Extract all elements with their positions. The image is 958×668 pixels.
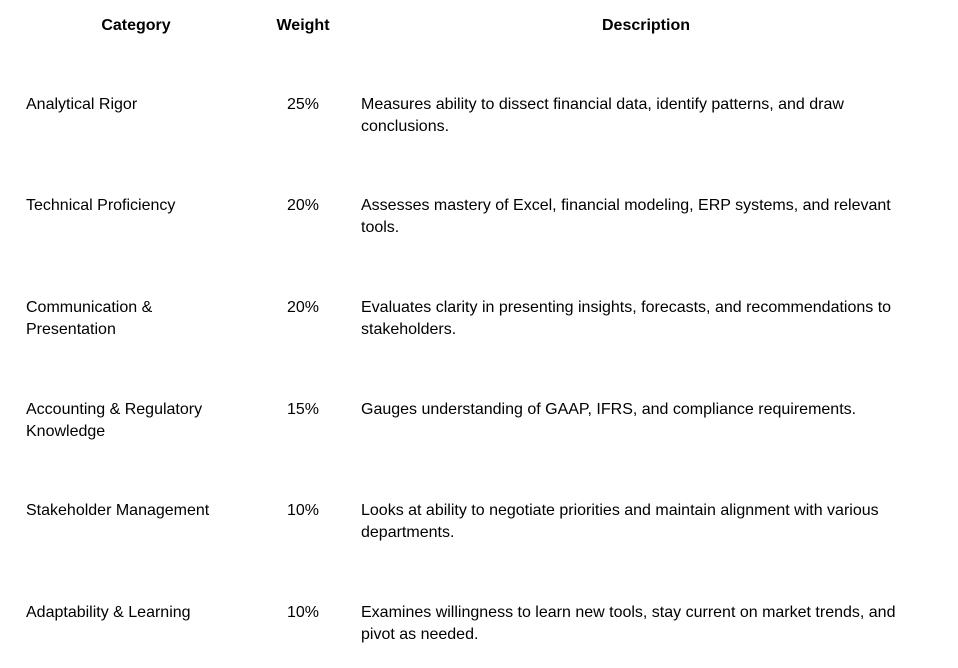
row-description: Assesses mastery of Excel, financial mod… xyxy=(361,197,891,236)
table-row: Stakeholder Management 10% Looks at abil… xyxy=(0,500,958,560)
header-description: Description xyxy=(601,17,690,34)
row-weight: 20% xyxy=(286,299,320,316)
table-row: Adaptability & Learning 10% Examines wil… xyxy=(0,602,958,662)
row-description: Evaluates clarity in presenting insights… xyxy=(361,299,892,338)
row-category: Technical Proficiency xyxy=(26,197,176,214)
table-row: Analytical Rigor 25% Measures ability to… xyxy=(0,94,958,154)
row-description: Measures ability to dissect financial da… xyxy=(361,96,844,135)
table-row: Communication & Presentation 20% Evaluat… xyxy=(0,297,958,357)
row-description: Examines willingness to learn new tools,… xyxy=(361,604,896,643)
header-category: Category xyxy=(101,17,171,34)
row-category: Adaptability & Learning xyxy=(26,604,191,621)
row-weight: 15% xyxy=(286,401,320,418)
row-weight: 25% xyxy=(286,96,320,113)
row-category: Analytical Rigor xyxy=(26,96,138,113)
row-description: Gauges understanding of GAAP, IFRS, and … xyxy=(361,401,857,418)
table-row: Accounting & Regulatory Knowledge 15% Ga… xyxy=(0,399,958,459)
row-description: Looks at ability to negotiate priorities… xyxy=(361,502,879,541)
row-weight: 10% xyxy=(286,604,320,621)
row-weight: 10% xyxy=(286,502,320,519)
row-weight: 20% xyxy=(286,197,320,214)
header-weight: Weight xyxy=(276,17,330,34)
row-category: Stakeholder Management xyxy=(26,502,210,519)
table-row: Technical Proficiency 20% Assesses maste… xyxy=(0,195,958,255)
row-category: Communication & Presentation xyxy=(26,299,153,338)
row-category: Accounting & Regulatory Knowledge xyxy=(26,401,203,440)
